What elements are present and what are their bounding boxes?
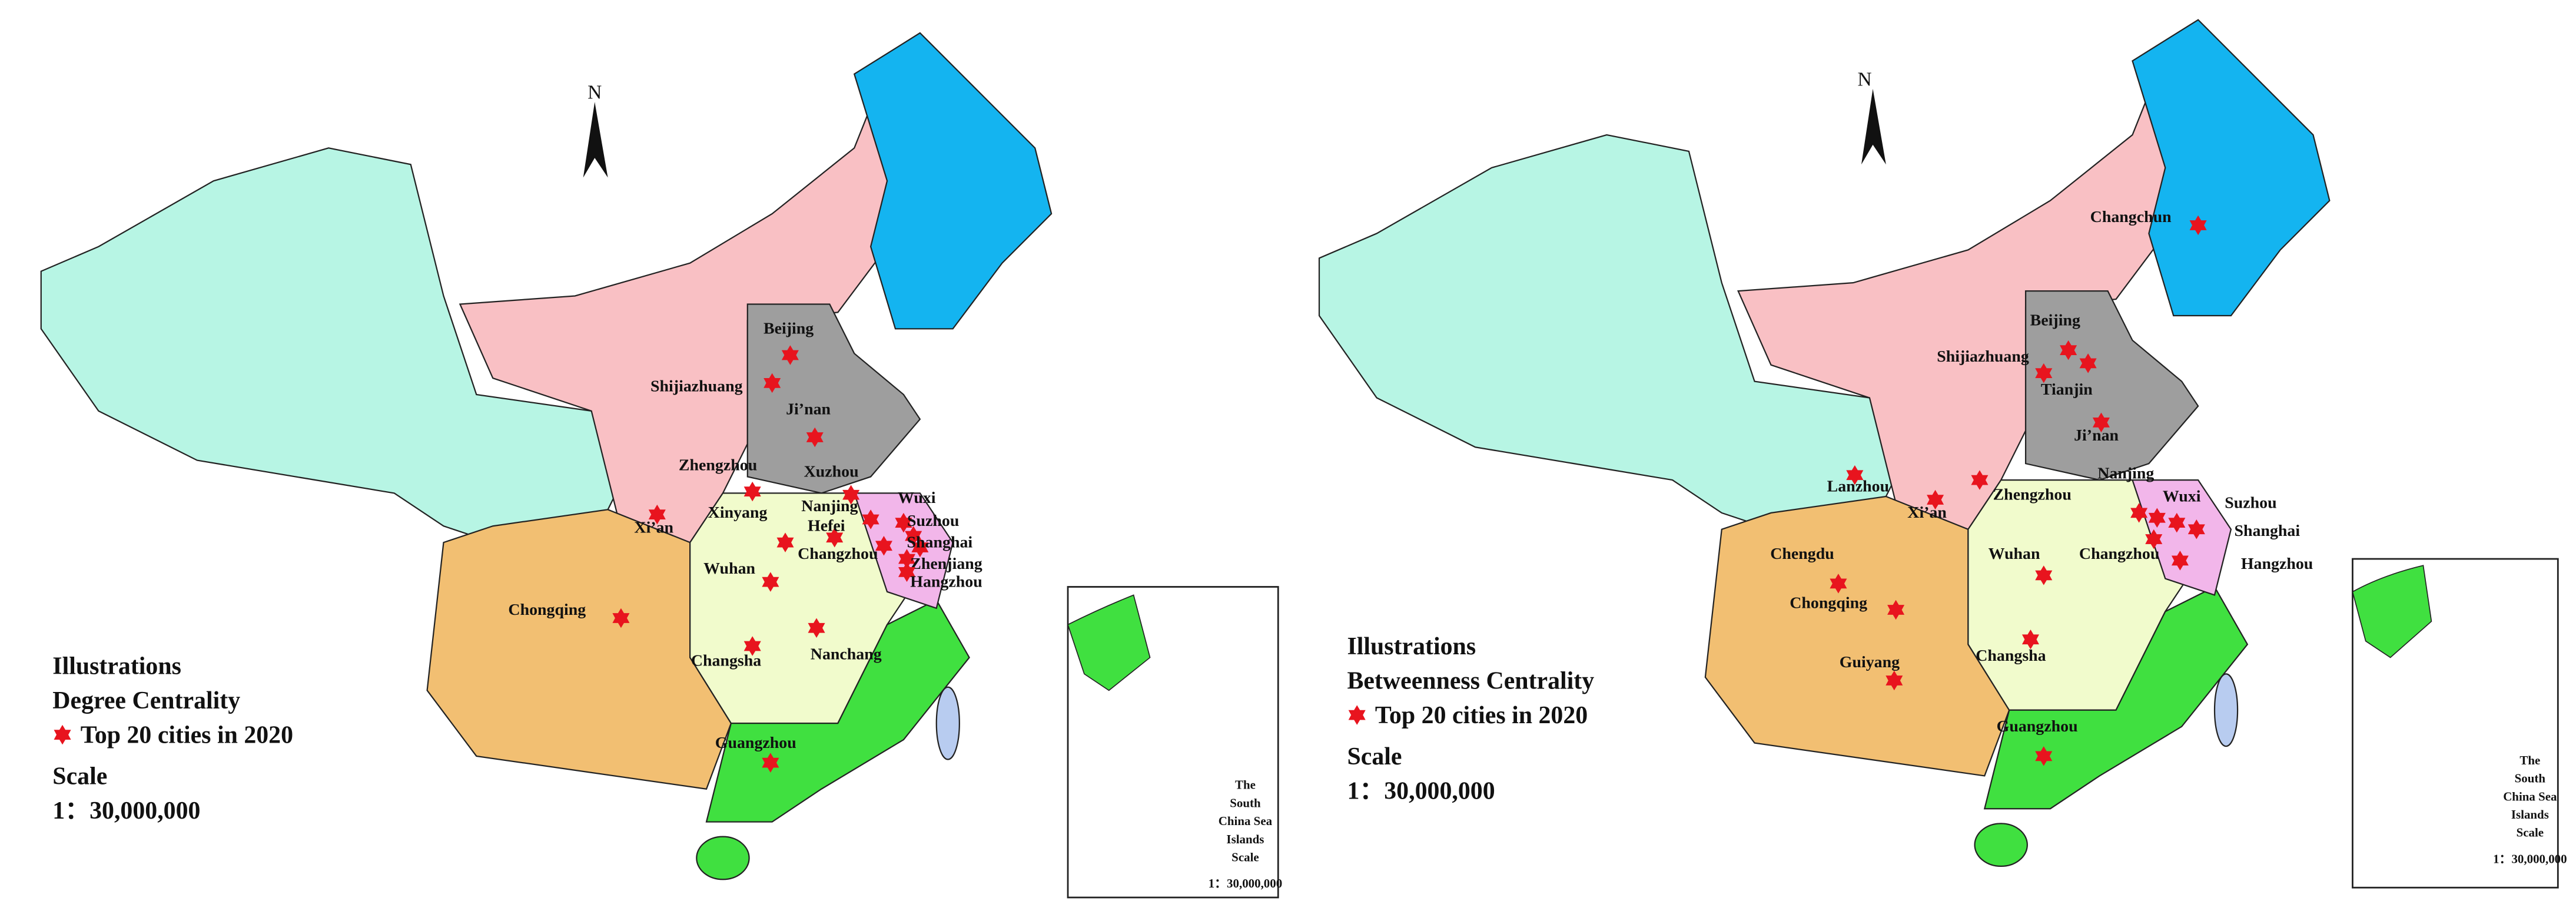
north-label: N (587, 82, 602, 104)
city-label: Lanzhou (1827, 478, 1889, 496)
inset-text: The (2519, 753, 2540, 767)
inset-text: South (2515, 771, 2546, 786)
city-label: Ji’nan (2074, 426, 2119, 445)
city-label: Zhengzhou (1993, 486, 2072, 504)
legend-marker (1348, 705, 1366, 725)
legend-item: Top 20 cities in 2020 (81, 722, 293, 749)
inset-text: The (1235, 778, 1256, 792)
city-label: Xinyang (708, 504, 768, 522)
inset-text: Islands (2511, 807, 2549, 822)
city-label: Suzhou (907, 512, 959, 530)
city-label: Nanjing (801, 497, 858, 515)
city-label: Changsha (1976, 647, 2046, 665)
city-label: Wuhan (703, 559, 755, 578)
map-1 (40, 32, 1053, 880)
north-label: N (1857, 68, 1871, 90)
city-label: Shanghai (907, 533, 973, 551)
city-label: Changzhou (2079, 545, 2159, 563)
inset-text: China Sea (2503, 789, 2557, 803)
city-label: Hefei (808, 517, 845, 535)
city-label: Hangzhou (2241, 555, 2313, 573)
inset-text: South (1230, 796, 1261, 810)
city-label: Xi’an (1907, 504, 1947, 522)
city-label: Tianjin (2041, 380, 2093, 399)
city-label: Changzhou (798, 545, 878, 563)
city-label: Xi’an (634, 518, 673, 537)
map-2 (1318, 19, 2331, 867)
city-label: Chengdu (1770, 545, 1834, 563)
inset-text: Scale (1231, 850, 1259, 865)
legend-subtitle: Degree Centrality (52, 687, 240, 714)
scale-value: 1：30,000,000 (1347, 777, 1495, 804)
city-label: Ji’nan (786, 400, 831, 418)
legend-title: Illustrations (52, 653, 181, 680)
inset-text: Islands (1226, 832, 1264, 846)
scale-title: Scale (52, 763, 107, 790)
legend-marker (54, 724, 71, 745)
city-label: Xuzhou (804, 462, 859, 481)
city-label: Guiyang (1840, 653, 1900, 671)
legend-item: Top 20 cities in 2020 (1375, 702, 1588, 729)
scale-value: 1：30,000,000 (52, 797, 200, 824)
city-label: Zhenjiang (910, 555, 982, 573)
city-label: Nanchang (811, 645, 882, 663)
inset-scale: 1：30,000,000 (1209, 876, 1283, 890)
city-label: Guangzhou (715, 734, 796, 752)
city-label: Wuhan (1989, 545, 2040, 563)
city-label: Guangzhou (1997, 717, 2078, 736)
city-label: Beijing (763, 320, 814, 338)
scale-title: Scale (1347, 743, 1402, 770)
legend-title: Illustrations (1347, 633, 1476, 660)
city-label: Chongqing (508, 601, 586, 619)
city-label: Suzhou (2225, 494, 2276, 512)
city-label: Shijiazhuang (650, 377, 743, 395)
city-label: Changsha (691, 651, 761, 670)
city-label: Wuxi (2163, 487, 2201, 505)
city-label: Chongqing (1790, 594, 1867, 612)
city-label: Nanjing (2097, 464, 2154, 482)
city-label: Shanghai (2235, 522, 2301, 540)
city-label: Wuxi (898, 489, 936, 507)
legend-subtitle: Betweenness Centrality (1347, 668, 1594, 695)
inset-scale: 1：30,000,000 (2493, 852, 2567, 866)
city-label: Shijiazhuang (1937, 347, 2029, 366)
city-label: Hangzhou (910, 572, 982, 591)
city-label: Beijing (2030, 312, 2080, 330)
city-label: Zhengzhou (679, 456, 757, 474)
city-label: Changchun (2090, 208, 2172, 226)
inset-text: Scale (2517, 826, 2544, 840)
inset-text: China Sea (1219, 814, 1273, 828)
